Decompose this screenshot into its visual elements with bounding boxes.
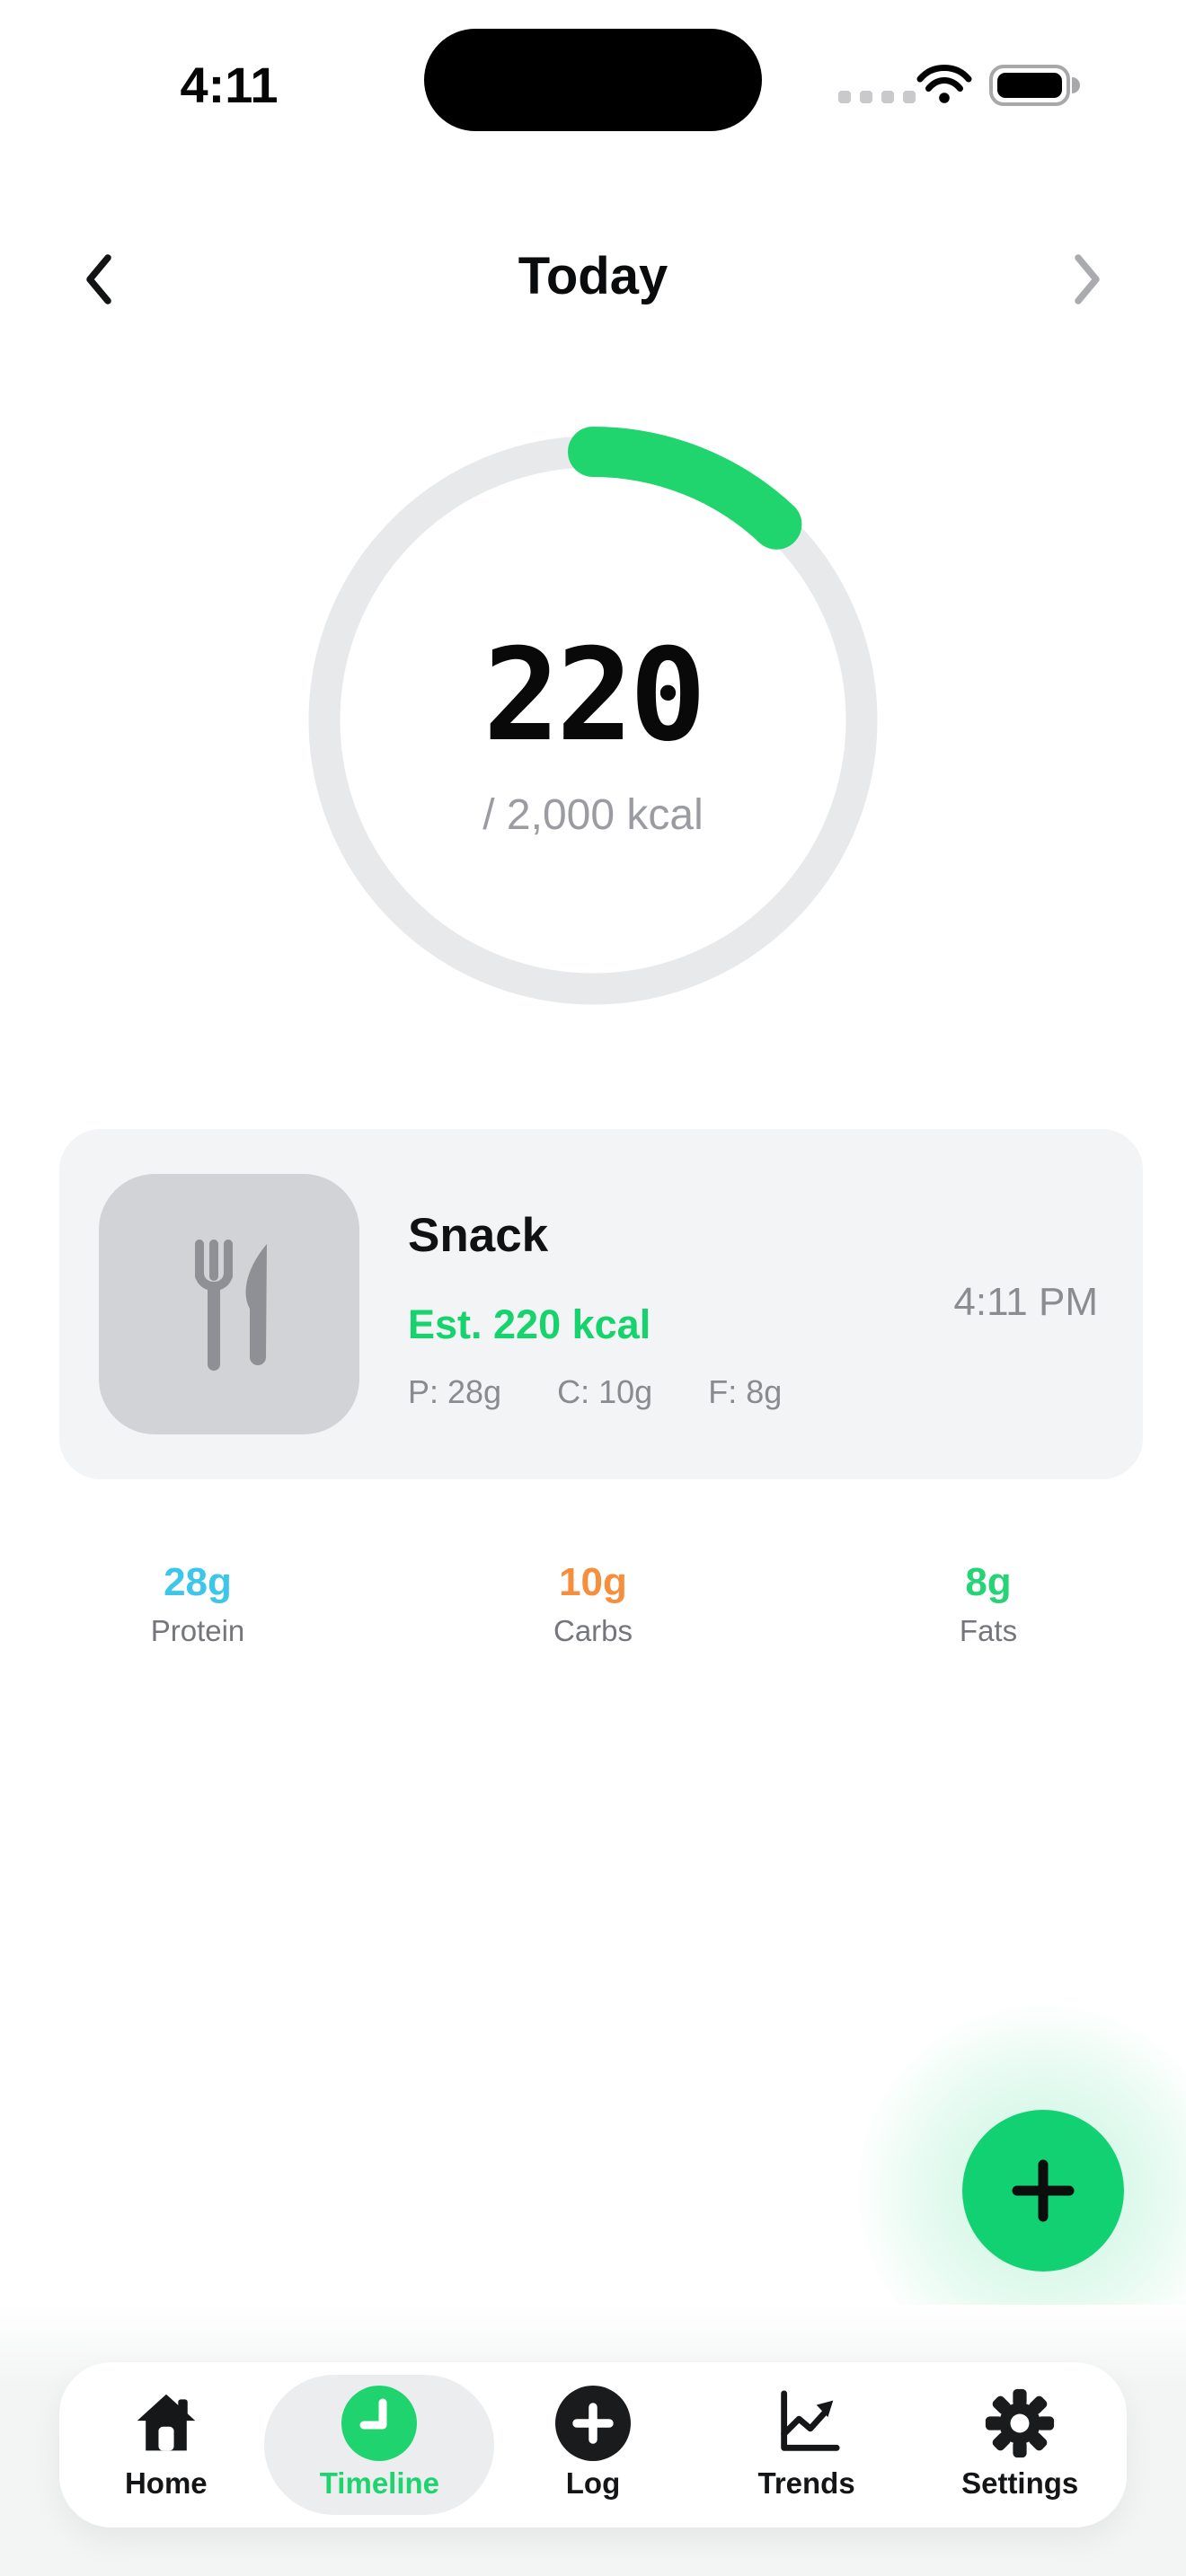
carbs-value: 10g bbox=[559, 1560, 627, 1604]
calories-consumed-value: 220 bbox=[482, 622, 706, 770]
fats-value: 8g bbox=[965, 1560, 1012, 1604]
calorie-progress-ring: 220 / 2,000 kcal bbox=[296, 424, 890, 1017]
meal-macros-line: P: 28g C: 10g F: 8g bbox=[408, 1373, 828, 1411]
cellular-dots-icon bbox=[838, 91, 916, 103]
wifi-icon bbox=[916, 64, 972, 110]
tab-settings[interactable]: Settings bbox=[913, 2362, 1127, 2527]
macro-summary-row: 28g Protein 10g Carbs 8g Fats bbox=[0, 1559, 1186, 1649]
tab-timeline-label: Timeline bbox=[319, 2466, 440, 2500]
tab-log[interactable]: Log bbox=[486, 2362, 700, 2527]
date-header: Today bbox=[0, 241, 1186, 313]
dynamic-island bbox=[424, 29, 762, 131]
tab-home-label: Home bbox=[124, 2466, 208, 2500]
calorie-goal-text: / 2,000 kcal bbox=[482, 791, 704, 839]
tab-bar: Home Timeline Log bbox=[59, 2362, 1127, 2527]
chevron-right-icon bbox=[1075, 254, 1100, 304]
page-title: Today bbox=[518, 247, 668, 305]
previous-day-button[interactable] bbox=[79, 251, 119, 307]
carbs-summary: 10g Carbs bbox=[395, 1559, 791, 1649]
fork-knife-icon bbox=[195, 1239, 267, 1371]
meal-calorie-estimate: Est. 220 kcal bbox=[408, 1301, 651, 1347]
protein-value: 28g bbox=[164, 1560, 232, 1604]
tab-settings-label: Settings bbox=[961, 2466, 1079, 2500]
meal-title: Snack bbox=[408, 1209, 549, 1262]
status-bar-time: 4:11 bbox=[180, 57, 279, 113]
gear-icon bbox=[986, 2388, 1055, 2458]
add-entry-fab[interactable] bbox=[962, 2110, 1124, 2272]
meal-carbs: C: 10g bbox=[557, 1373, 653, 1410]
plus-circle-icon bbox=[554, 2386, 631, 2461]
fats-label: Fats bbox=[959, 1614, 1018, 1647]
trends-chart-icon bbox=[780, 2390, 840, 2451]
protein-summary: 28g Protein bbox=[0, 1559, 395, 1649]
chevron-left-icon bbox=[86, 254, 111, 304]
tab-trends[interactable]: Trends bbox=[700, 2362, 914, 2527]
meal-card[interactable]: Snack Est. 220 kcal P: 28g C: 10g F: 8g … bbox=[59, 1129, 1143, 1479]
fats-summary: 8g Fats bbox=[791, 1559, 1186, 1649]
meal-fats: F: 8g bbox=[708, 1373, 783, 1410]
tab-timeline[interactable]: Timeline bbox=[273, 2362, 487, 2527]
clock-icon bbox=[341, 2386, 418, 2461]
meal-thumbnail bbox=[99, 1174, 359, 1434]
next-day-button[interactable] bbox=[1067, 251, 1107, 307]
home-icon bbox=[137, 2394, 196, 2451]
tab-home[interactable]: Home bbox=[59, 2362, 273, 2527]
plus-icon bbox=[1012, 2159, 1075, 2222]
tab-trends-label: Trends bbox=[757, 2466, 855, 2500]
meal-protein: P: 28g bbox=[408, 1373, 502, 1410]
protein-label: Protein bbox=[150, 1614, 245, 1647]
progress-ring-icon bbox=[299, 427, 887, 1014]
battery-icon bbox=[989, 65, 1081, 110]
carbs-label: Carbs bbox=[553, 1614, 633, 1647]
meal-time: 4:11 PM bbox=[953, 1280, 1098, 1324]
tab-log-label: Log bbox=[565, 2466, 621, 2500]
